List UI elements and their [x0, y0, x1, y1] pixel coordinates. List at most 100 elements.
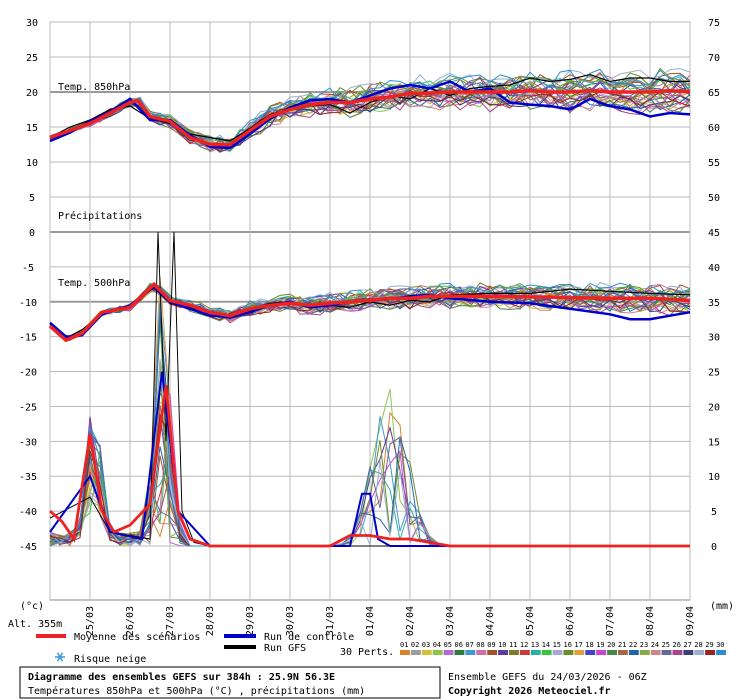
tick-right: 20 — [708, 402, 720, 413]
member-swatch — [672, 650, 683, 655]
tick-right: 35 — [708, 298, 720, 309]
tick-right: 60 — [708, 123, 720, 134]
tick-date: 30/03 — [285, 606, 296, 636]
legend-snow-label: Risque neige — [74, 654, 146, 665]
members-count-label: 30 Perts. — [340, 647, 394, 658]
tick-left: -35 — [19, 472, 37, 483]
member-swatch — [498, 650, 508, 655]
member-line-850 — [49, 68, 691, 144]
member-number: 03 — [422, 641, 430, 649]
title-box — [19, 666, 441, 699]
member-number: 08 — [476, 641, 484, 649]
member-number: 09 — [487, 641, 495, 649]
tick-left: -40 — [19, 507, 37, 518]
copyright: Copyright 2026 Meteociel.fr — [448, 685, 611, 697]
tick-left: -25 — [19, 402, 37, 413]
member-swatch — [400, 650, 410, 655]
tick-date: 07/04 — [605, 606, 616, 636]
tick-left: 0 — [29, 228, 35, 239]
label-temp-850: Temp. 850hPa — [58, 82, 130, 93]
main-series — [48, 73, 691, 548]
member-swatch — [465, 650, 476, 655]
member-number: 12 — [520, 641, 528, 649]
member-number: 05 — [444, 641, 452, 649]
series-mean-500 — [48, 281, 691, 343]
legend-control-swatch — [224, 634, 256, 638]
tick-date: 04/04 — [485, 606, 496, 636]
tick-right: 70 — [708, 53, 720, 64]
member-swatch — [487, 650, 498, 655]
member-swatch — [454, 650, 465, 655]
tick-date: 26/03 — [125, 606, 136, 636]
member-swatch — [421, 650, 432, 655]
member-number: 28 — [694, 641, 702, 649]
tick-right: 45 — [708, 228, 720, 239]
member-swatch — [618, 650, 628, 655]
tick-left: 15 — [26, 123, 38, 134]
member-number: 11 — [509, 641, 517, 649]
run-info: Ensemble GEFS du 24/03/2026 - 06Z — [448, 672, 647, 683]
member-number: 19 — [596, 641, 604, 649]
series-control-850 — [49, 80, 691, 150]
tick-date: 05/04 — [525, 606, 536, 636]
legend-mean-label: Moyenne des scénarios — [74, 631, 200, 643]
member-swatch — [585, 650, 596, 655]
tick-right: 15 — [708, 437, 720, 448]
member-number: 27 — [683, 641, 691, 649]
member-swatch — [694, 650, 705, 655]
tick-right: 10 — [708, 472, 720, 483]
tick-right: 65 — [708, 88, 720, 99]
altitude: Alt. 355m — [8, 619, 62, 630]
legend-gfs-label: Run GFS — [264, 643, 306, 654]
member-number: 30 — [716, 641, 724, 649]
snowflake-icon — [55, 652, 65, 662]
member-swatch — [443, 650, 454, 655]
member-number: 14 — [542, 641, 550, 649]
member-number: 22 — [629, 641, 637, 649]
member-swatch — [552, 650, 563, 655]
tick-date: 25/03 — [85, 606, 96, 636]
tick-left: 10 — [26, 158, 38, 169]
member-swatch — [607, 650, 617, 655]
member-swatch — [716, 650, 726, 655]
tick-left: -20 — [19, 368, 37, 379]
member-number: 24 — [651, 641, 659, 649]
legend-mean-swatch — [36, 634, 66, 638]
tick-date: 29/03 — [245, 606, 256, 636]
member-swatch — [476, 650, 487, 655]
tick-right: 30 — [708, 333, 720, 344]
member-swatch — [519, 650, 530, 655]
tick-right: 55 — [708, 158, 720, 169]
member-number: 16 — [564, 641, 572, 649]
legend: Moyenne des scénarios Run de contrôle Ru… — [36, 631, 394, 665]
tick-date: 27/03 — [165, 606, 176, 636]
tick-left: -10 — [19, 298, 37, 309]
tick-right: 40 — [708, 263, 720, 274]
member-swatch — [574, 650, 585, 655]
member-number: 07 — [465, 641, 473, 649]
tick-left: -30 — [19, 437, 37, 448]
chart-title: Diagramme des ensembles GEFS sur 384h : … — [28, 671, 335, 683]
member-swatch — [432, 650, 443, 655]
member-swatch — [628, 650, 639, 655]
tick-right: 50 — [708, 193, 720, 204]
member-number: 13 — [531, 641, 539, 649]
axes: 302520151050-5-10-15-20-25-30-35-40-4575… — [19, 18, 720, 636]
member-number: 15 — [553, 641, 561, 649]
tick-date: 02/04 — [405, 606, 416, 636]
member-swatch — [530, 650, 541, 655]
member-swatch — [410, 650, 421, 655]
tick-left: -45 — [19, 542, 37, 553]
member-number: 02 — [411, 641, 419, 649]
tick-right: 75 — [708, 18, 720, 29]
member-number: 10 — [498, 641, 506, 649]
member-number: 04 — [433, 641, 441, 649]
member-number: 23 — [640, 641, 648, 649]
label-temp-500: Temp. 500hPa — [58, 278, 130, 289]
legend-gfs-swatch — [224, 645, 256, 649]
member-swatch — [541, 650, 552, 655]
tick-right: 25 — [708, 368, 720, 379]
label-precipitations: Précipitations — [58, 210, 142, 222]
tick-left: 5 — [29, 193, 35, 204]
